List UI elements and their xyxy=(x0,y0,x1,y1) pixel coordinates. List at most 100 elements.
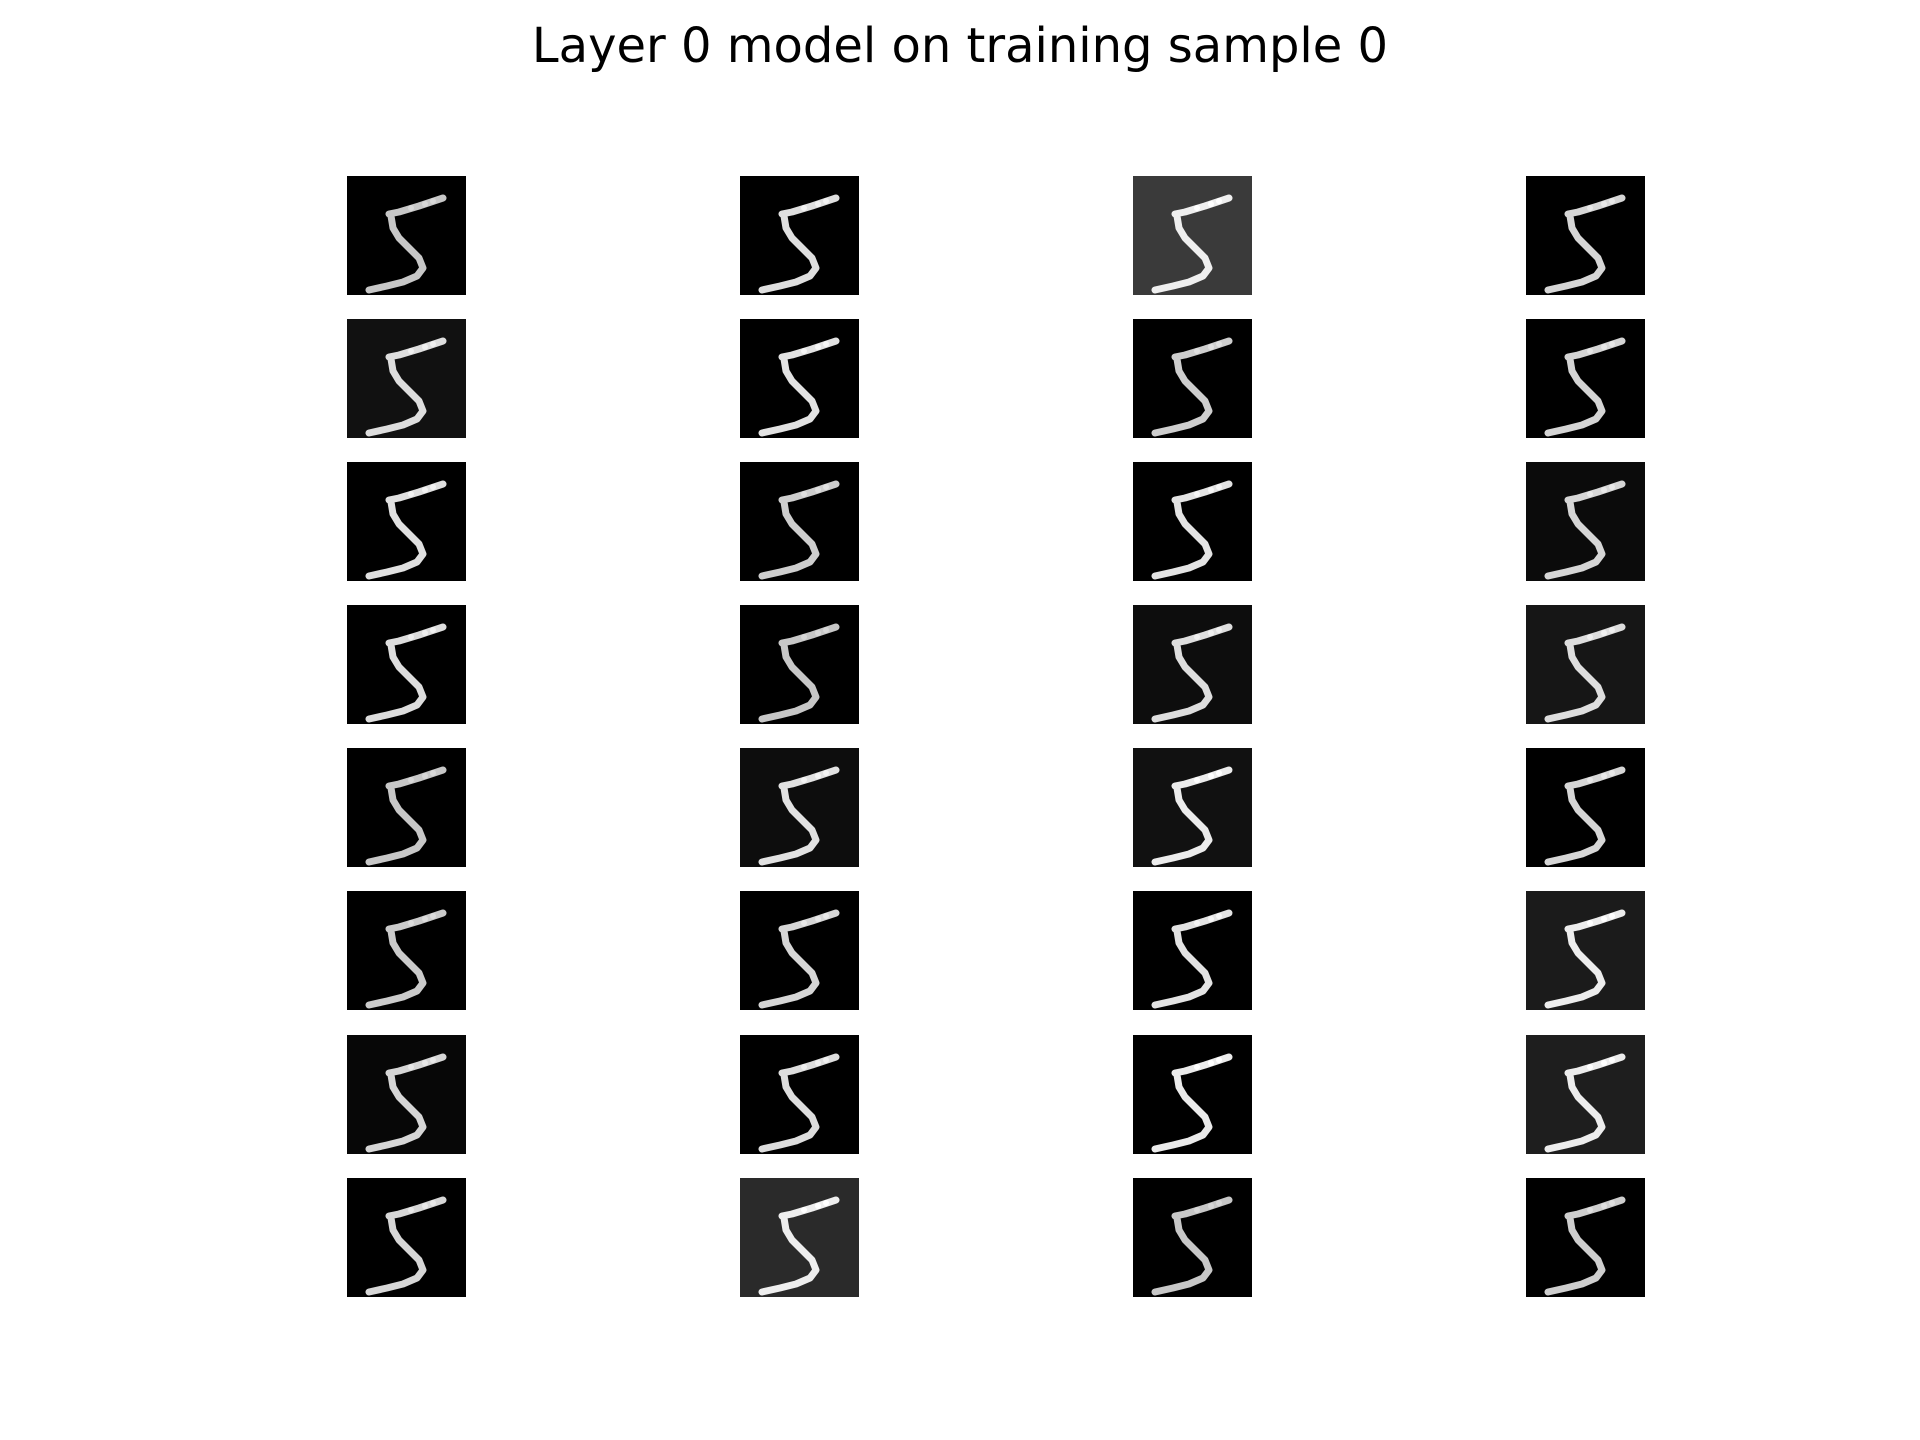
speckle xyxy=(1601,630,1607,636)
digit-stroke xyxy=(365,337,447,437)
speckle xyxy=(1587,491,1593,497)
feature-map-tile xyxy=(1526,319,1645,438)
feature-map-tile xyxy=(740,891,859,1010)
speckle xyxy=(1601,344,1607,350)
feature-map-image xyxy=(1544,337,1626,437)
speckle xyxy=(1587,777,1593,783)
speckle xyxy=(1194,1207,1200,1213)
speckle xyxy=(815,487,821,493)
speckle xyxy=(422,344,428,350)
speckle xyxy=(823,913,829,919)
digit-stroke xyxy=(365,909,447,1009)
feature-map-tile xyxy=(1526,462,1645,581)
speckle xyxy=(1609,1057,1615,1063)
speckle xyxy=(823,341,829,347)
digit-stroke xyxy=(758,194,840,294)
digit-stroke xyxy=(365,1196,447,1296)
feature-map-tile xyxy=(740,176,859,295)
feature-map-tile xyxy=(740,748,859,867)
speckle xyxy=(1216,627,1222,633)
feature-map-tile xyxy=(1133,748,1252,867)
speckle xyxy=(1208,916,1214,922)
speckle xyxy=(823,198,829,204)
feature-map-tile xyxy=(1133,891,1252,1010)
speckle xyxy=(801,777,807,783)
digit-stroke xyxy=(365,766,447,866)
speckle xyxy=(815,201,821,207)
digit-stroke xyxy=(1544,194,1626,294)
feature-map-tile xyxy=(347,319,466,438)
feature-map-tile xyxy=(347,1035,466,1154)
speckle xyxy=(1194,491,1200,497)
feature-map-tile xyxy=(347,605,466,724)
feature-map-image xyxy=(1151,480,1233,580)
speckle xyxy=(1216,198,1222,204)
feature-map-tile xyxy=(1133,462,1252,581)
speckle xyxy=(1194,1064,1200,1070)
feature-map-image xyxy=(1544,766,1626,866)
speckle xyxy=(1216,770,1222,776)
feature-map-image xyxy=(1151,194,1233,294)
feature-map-image xyxy=(365,194,447,294)
feature-map-image xyxy=(365,623,447,723)
speckle xyxy=(430,484,436,490)
speckle xyxy=(430,913,436,919)
speckle xyxy=(1601,1203,1607,1209)
speckle xyxy=(430,341,436,347)
feature-map-tile xyxy=(1526,748,1645,867)
digit-stroke xyxy=(1544,909,1626,1009)
feature-map-tile xyxy=(347,462,466,581)
speckle xyxy=(1194,920,1200,926)
digit-stroke xyxy=(758,480,840,580)
speckle xyxy=(801,920,807,926)
digit-stroke xyxy=(1544,623,1626,723)
digit-stroke xyxy=(758,623,840,723)
speckle xyxy=(1609,341,1615,347)
digit-stroke xyxy=(365,1053,447,1153)
feature-map-tile xyxy=(1526,1178,1645,1297)
feature-map-image xyxy=(365,766,447,866)
feature-map-image xyxy=(758,623,840,723)
speckle xyxy=(801,348,807,354)
speckle xyxy=(815,630,821,636)
speckle xyxy=(1587,1207,1593,1213)
feature-map-tile xyxy=(1526,891,1645,1010)
speckle xyxy=(1208,773,1214,779)
speckle xyxy=(422,773,428,779)
digit-stroke xyxy=(1151,909,1233,1009)
speckle xyxy=(815,916,821,922)
speckle xyxy=(801,491,807,497)
digit-stroke xyxy=(1151,480,1233,580)
speckle xyxy=(801,1064,807,1070)
feature-map-tile xyxy=(740,1178,859,1297)
speckle xyxy=(1208,1203,1214,1209)
feature-map-image xyxy=(758,1053,840,1153)
speckle xyxy=(1216,484,1222,490)
digit-stroke xyxy=(1151,1053,1233,1153)
speckle xyxy=(422,201,428,207)
speckle xyxy=(823,1057,829,1063)
speckle xyxy=(1216,341,1222,347)
speckle xyxy=(1208,201,1214,207)
feature-map-image xyxy=(1544,194,1626,294)
feature-map-image xyxy=(1151,909,1233,1009)
digit-stroke xyxy=(758,909,840,1009)
feature-map-tile xyxy=(740,605,859,724)
speckle xyxy=(823,770,829,776)
digit-stroke xyxy=(758,1196,840,1296)
speckle xyxy=(408,634,414,640)
digit-stroke xyxy=(758,337,840,437)
feature-map-image xyxy=(1151,766,1233,866)
feature-map-image xyxy=(365,480,447,580)
speckle xyxy=(823,484,829,490)
feature-map-tile xyxy=(1526,176,1645,295)
feature-map-image xyxy=(758,909,840,1009)
speckle xyxy=(422,916,428,922)
digit-stroke xyxy=(1544,766,1626,866)
digit-stroke xyxy=(758,1053,840,1153)
speckle xyxy=(1609,1200,1615,1206)
speckle xyxy=(801,1207,807,1213)
speckle xyxy=(1208,630,1214,636)
digit-stroke xyxy=(365,623,447,723)
